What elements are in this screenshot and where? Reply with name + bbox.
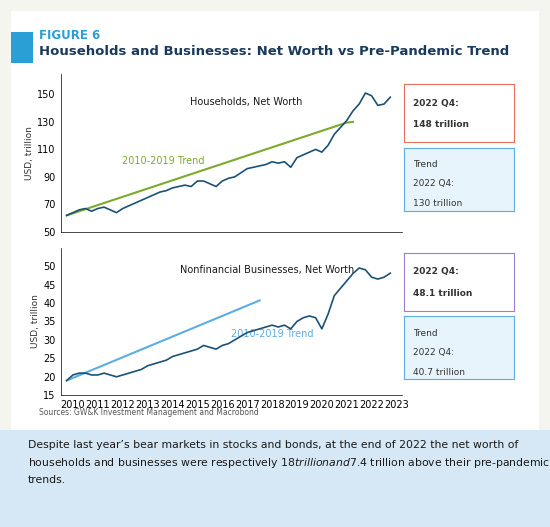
Text: Trend: Trend bbox=[413, 329, 438, 338]
Text: Trend: Trend bbox=[413, 160, 438, 169]
Text: <: < bbox=[404, 174, 416, 188]
Text: Nonfinancial Businesses, Net Worth: Nonfinancial Businesses, Net Worth bbox=[180, 266, 354, 276]
Y-axis label: USD, trillion: USD, trillion bbox=[25, 126, 34, 180]
Text: Households and Businesses: Net Worth vs Pre-Pandemic Trend: Households and Businesses: Net Worth vs … bbox=[39, 45, 509, 58]
Text: Despite last year’s bear markets in stocks and bonds, at the end of 2022 the net: Despite last year’s bear markets in stoc… bbox=[28, 440, 550, 485]
Text: 130 trillion: 130 trillion bbox=[413, 199, 463, 208]
Text: 2010-2019 Trend: 2010-2019 Trend bbox=[122, 156, 205, 166]
Text: <: < bbox=[404, 105, 416, 119]
Text: Households, Net Worth: Households, Net Worth bbox=[190, 97, 302, 108]
Text: 2022 Q4:: 2022 Q4: bbox=[413, 267, 459, 277]
Text: 2022 Q4:: 2022 Q4: bbox=[413, 179, 454, 188]
Text: 2022 Q4:: 2022 Q4: bbox=[413, 99, 459, 108]
Text: 48.1 trillion: 48.1 trillion bbox=[413, 289, 472, 298]
Text: Sources: GW&K Investment Management and Macrobond: Sources: GW&K Investment Management and … bbox=[39, 408, 258, 417]
Text: 2022 Q4:: 2022 Q4: bbox=[413, 348, 454, 357]
Text: 148 trillion: 148 trillion bbox=[413, 120, 469, 129]
Y-axis label: USD, trillion: USD, trillion bbox=[31, 295, 40, 348]
Text: <: < bbox=[404, 341, 416, 355]
Text: 40.7 trillion: 40.7 trillion bbox=[413, 368, 465, 377]
Text: FIGURE 6: FIGURE 6 bbox=[39, 29, 100, 42]
Text: <: < bbox=[404, 275, 416, 289]
Text: 2010-2019 Trend: 2010-2019 Trend bbox=[231, 329, 314, 339]
